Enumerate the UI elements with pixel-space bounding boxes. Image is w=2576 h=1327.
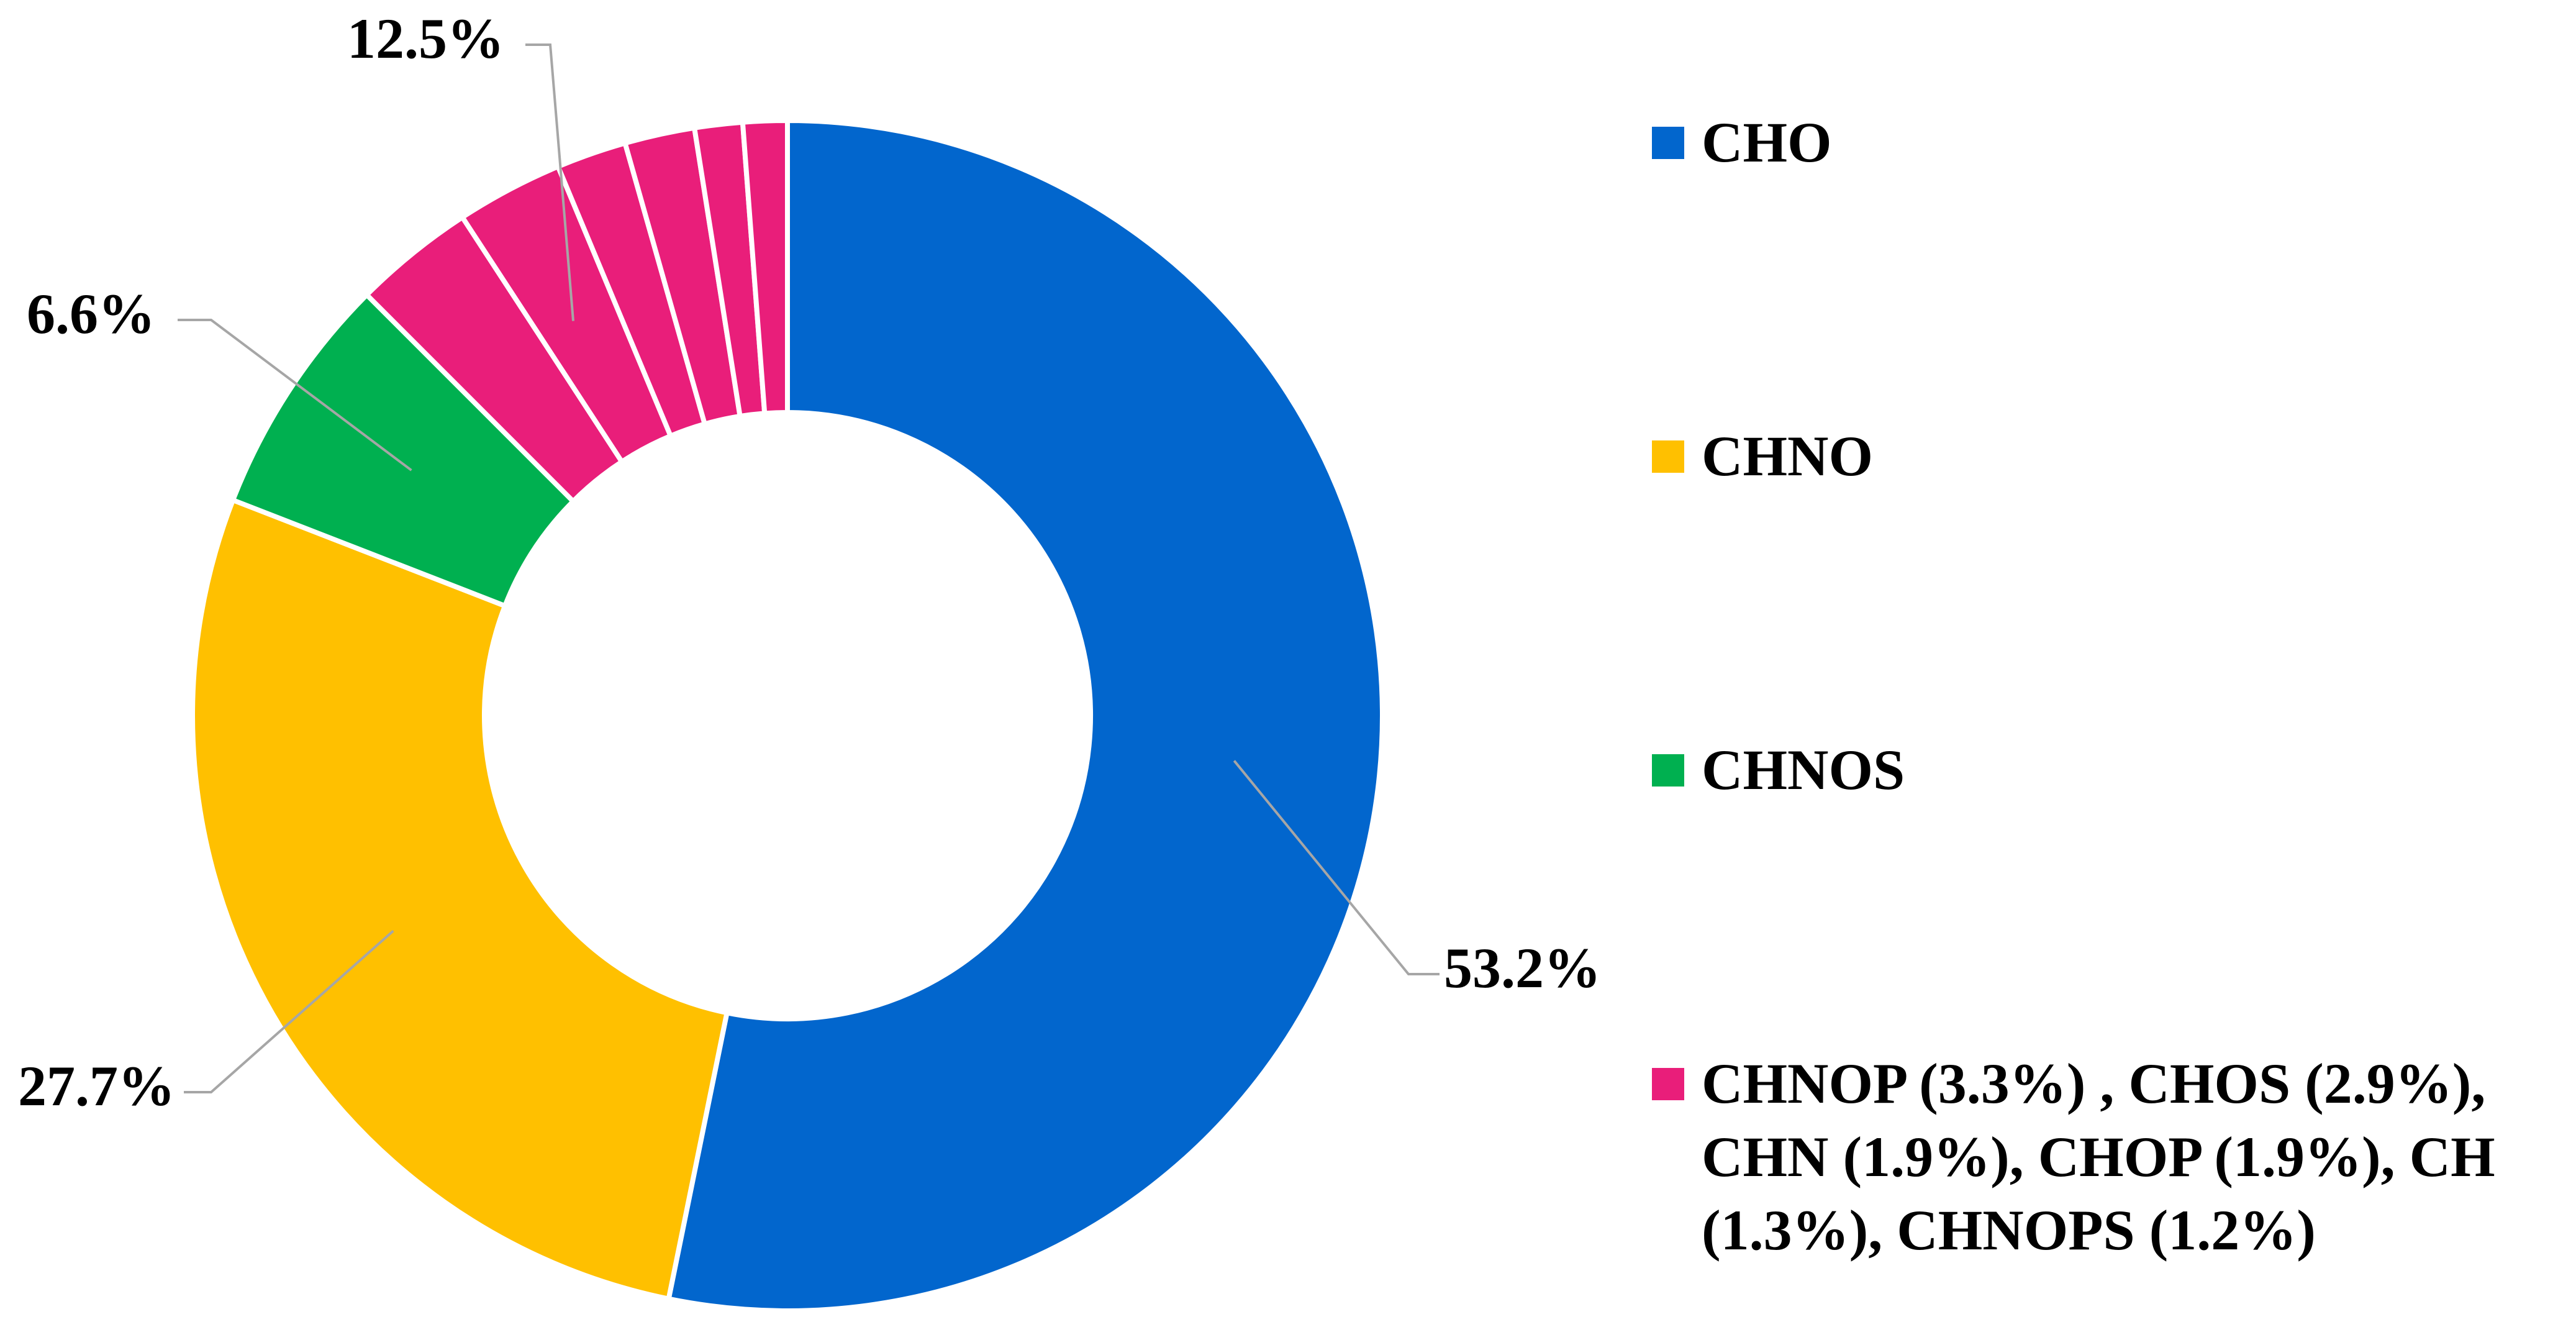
legend-label-chno-line-1: CHNO [1702,424,1873,488]
data-label-cho: 53.2% [1444,936,1601,1000]
donut-slice-cho [666,118,1385,1313]
legend-item-others: CHNOP (3.3%) , CHOS (2.9%), CHN (1.9%), … [1652,1047,2495,1267]
slices-layer [190,118,1385,1313]
leader-lines-layer [178,43,1440,1093]
donut-slice-chnos [230,292,576,609]
legend-label-chno: CHNO [1702,419,1873,493]
legend-label-others-line-1: CHNOP (3.3%) , CHOS (2.9%), [1702,1052,2486,1115]
legend-label-cho: CHO [1702,106,1832,179]
legend-label-others: CHNOP (3.3%) , CHOS (2.9%), CHN (1.9%), … [1702,1047,2495,1267]
data-label-others: 12.5% [347,7,504,70]
legend-label-others-line-2: CHN (1.9%), CHOP (1.9%), CH [1702,1125,2495,1188]
data-labels-layer: 53.2% 27.7% 6.6% 12.5% [18,7,1601,1118]
legend-swatch-cho [1652,127,1684,159]
data-label-chnos: 6.6% [27,282,155,345]
legend-item-chno: CHNO [1652,419,1873,493]
legend-item-cho: CHO [1652,106,1832,179]
legend-label-chnos: CHNOS [1702,733,1905,806]
legend-label-chnos-line-1: CHNOS [1702,738,1905,801]
legend-label-others-line-3: (1.3%), CHNOPS (1.2%) [1702,1198,2316,1262]
donut-slice-chnops [740,118,790,416]
donut-slice-chno [190,497,730,1302]
leader-line-cho [1233,760,1440,975]
legend-label-cho-line-1: CHO [1702,111,1832,174]
legend-swatch-chnos [1652,754,1684,787]
leader-line-chno [184,929,394,1093]
leader-line-chnos [178,319,412,472]
data-label-chno: 27.7% [18,1054,175,1118]
legend-swatch-others [1652,1068,1684,1100]
legend-swatch-chno [1652,440,1684,473]
leader-line-others [525,43,575,321]
legend-item-chnos: CHNOS [1652,733,1905,806]
